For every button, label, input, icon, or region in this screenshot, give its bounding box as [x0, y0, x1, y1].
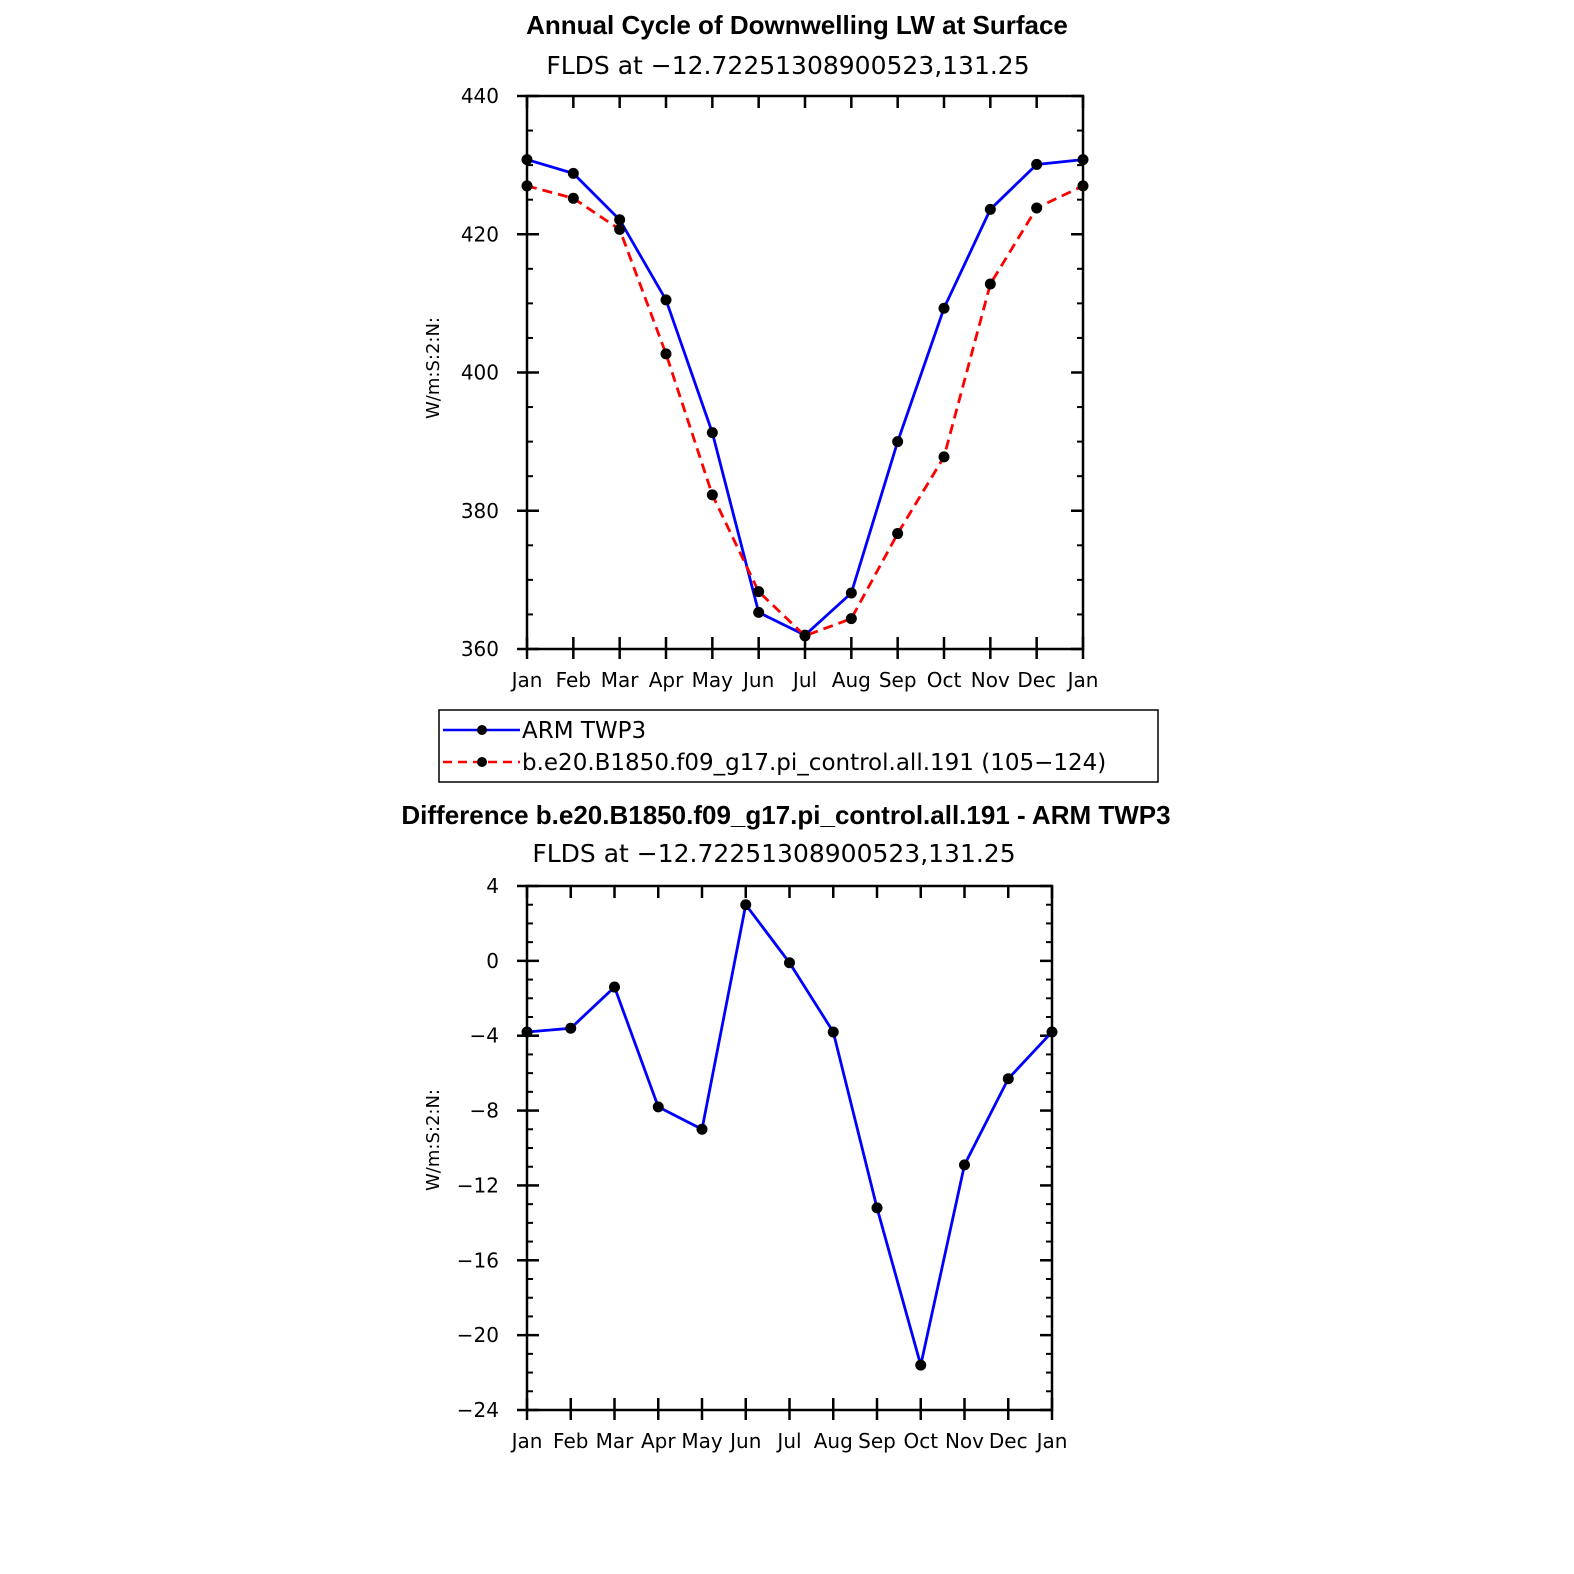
series-line-0 [526, 158, 1084, 637]
data-point [609, 981, 620, 993]
chart-subtitle: FLDS at −12.72251308900523,131.25 [546, 51, 1029, 80]
plot-frame [525, 884, 1054, 1412]
data-point [614, 214, 626, 226]
data-point [892, 436, 904, 448]
x-tick-label: Dec [989, 1429, 1028, 1453]
plot-area [521, 899, 1058, 1371]
legend-item-arm: ARM TWP3 [443, 718, 646, 744]
legend-marker-arm [477, 725, 487, 735]
axes: Jan Feb Mar Apr May Jun Jul Aug Sep Oct Nov Dec Jan−… [457, 874, 1068, 1453]
plot-area [521, 154, 1089, 642]
y-tick-label: 4 [486, 874, 499, 898]
data-point [892, 528, 904, 540]
y-tick-label: 400 [461, 361, 499, 385]
legend: ARM TWP3 b.e20.B1850.f09_g17.pi_control.… [438, 709, 1159, 783]
x-tick-label: Apr [641, 1429, 676, 1453]
x-tick-label: Feb [556, 668, 591, 692]
legend-label-arm: ARM TWP3 [522, 718, 646, 744]
data-point [660, 294, 672, 306]
x-tick-label: Jun [741, 668, 774, 692]
difference-panel: Difference b.e20.B1850.f09_g17.pi_contro… [401, 800, 1170, 1453]
data-point [753, 606, 765, 618]
x-tick-label: May [681, 1429, 723, 1453]
x-tick-label: Mar [601, 668, 640, 692]
data-point [959, 1159, 970, 1171]
legend-item-model: b.e20.B1850.f09_g17.pi_control.all.191 (… [443, 750, 1106, 776]
y-tick-label: 420 [461, 222, 499, 246]
data-point [696, 1123, 708, 1135]
annual-cycle-panel: Annual Cycle of Downwelling LW at Surfac… [423, 10, 1098, 692]
x-tick-label: Oct [927, 668, 962, 692]
y-tick-label: −4 [470, 1024, 499, 1048]
data-point [799, 630, 811, 642]
x-tick-label: Nov [971, 668, 1010, 692]
y-tick-label: 440 [461, 84, 499, 108]
plot-frame [525, 94, 1085, 651]
x-tick-label: Jul [775, 1429, 801, 1453]
data-point [1031, 202, 1043, 214]
x-tick-label: Aug [814, 1429, 853, 1453]
data-point [740, 899, 752, 911]
x-tick-label: Oct [903, 1429, 938, 1453]
legend-label-model: b.e20.B1850.f09_g17.pi_control.all.191 (… [522, 750, 1106, 776]
data-point [938, 302, 950, 314]
x-tick-label: Jan [510, 1429, 543, 1453]
x-tick-label: Jan [510, 668, 543, 692]
x-tick-label: Jan [1035, 1429, 1068, 1453]
x-tick-label: Sep [879, 668, 917, 692]
data-point [706, 427, 718, 439]
series-line-0 [526, 901, 1054, 1366]
x-tick-label: Aug [832, 668, 871, 692]
y-tick-label: 380 [461, 499, 499, 523]
x-tick-label: Jan [1066, 668, 1099, 692]
data-point [871, 1202, 883, 1214]
data-point [827, 1026, 839, 1038]
x-tick-label: Jun [728, 1429, 761, 1453]
data-point [984, 203, 996, 215]
data-point [753, 586, 765, 598]
chart-title: Annual Cycle of Downwelling LW at Surfac… [526, 10, 1068, 40]
data-point [1031, 158, 1043, 170]
data-point [845, 613, 857, 625]
y-tick-label: 360 [461, 637, 499, 661]
chart-subtitle: FLDS at −12.72251308900523,131.25 [532, 839, 1015, 868]
axes: Jan Feb Mar Apr May Jun Jul Aug Sep Oct Nov Dec Jan 3… [461, 84, 1099, 692]
y-tick-label: −24 [457, 1398, 499, 1422]
legend-marker-model [477, 757, 487, 767]
x-tick-label: Nov [945, 1429, 984, 1453]
data-point [915, 1359, 927, 1371]
x-tick-label: Dec [1017, 668, 1056, 692]
legend-box [438, 709, 1159, 783]
data-point [652, 1101, 664, 1113]
y-tick-label: −20 [457, 1323, 499, 1347]
data-point [614, 223, 626, 235]
data-point [784, 957, 795, 969]
data-point [1002, 1073, 1014, 1085]
y-axis-label: W/m:S:2:N: [423, 317, 444, 419]
y-tick-label: −8 [470, 1099, 499, 1123]
series-line-1 [526, 184, 1084, 638]
data-point [845, 587, 857, 599]
y-tick-label: 0 [486, 949, 499, 973]
y-tick-label: −16 [457, 1248, 499, 1272]
x-tick-label: Sep [858, 1429, 896, 1453]
x-tick-label: May [692, 668, 734, 692]
chart-title: Difference b.e20.B1850.f09_g17.pi_contro… [401, 800, 1170, 830]
y-tick-label: −12 [457, 1173, 499, 1197]
data-point [660, 348, 672, 360]
data-point [567, 167, 579, 179]
data-point [984, 278, 996, 290]
x-tick-label: Apr [649, 668, 684, 692]
x-tick-label: Jul [791, 668, 817, 692]
data-point [565, 1022, 577, 1034]
data-point [706, 489, 718, 501]
data-point [567, 192, 579, 204]
data-point [938, 451, 950, 463]
x-tick-label: Feb [553, 1429, 588, 1453]
y-axis-label: W/m:S:2:N: [423, 1089, 444, 1191]
x-tick-label: Mar [596, 1429, 635, 1453]
